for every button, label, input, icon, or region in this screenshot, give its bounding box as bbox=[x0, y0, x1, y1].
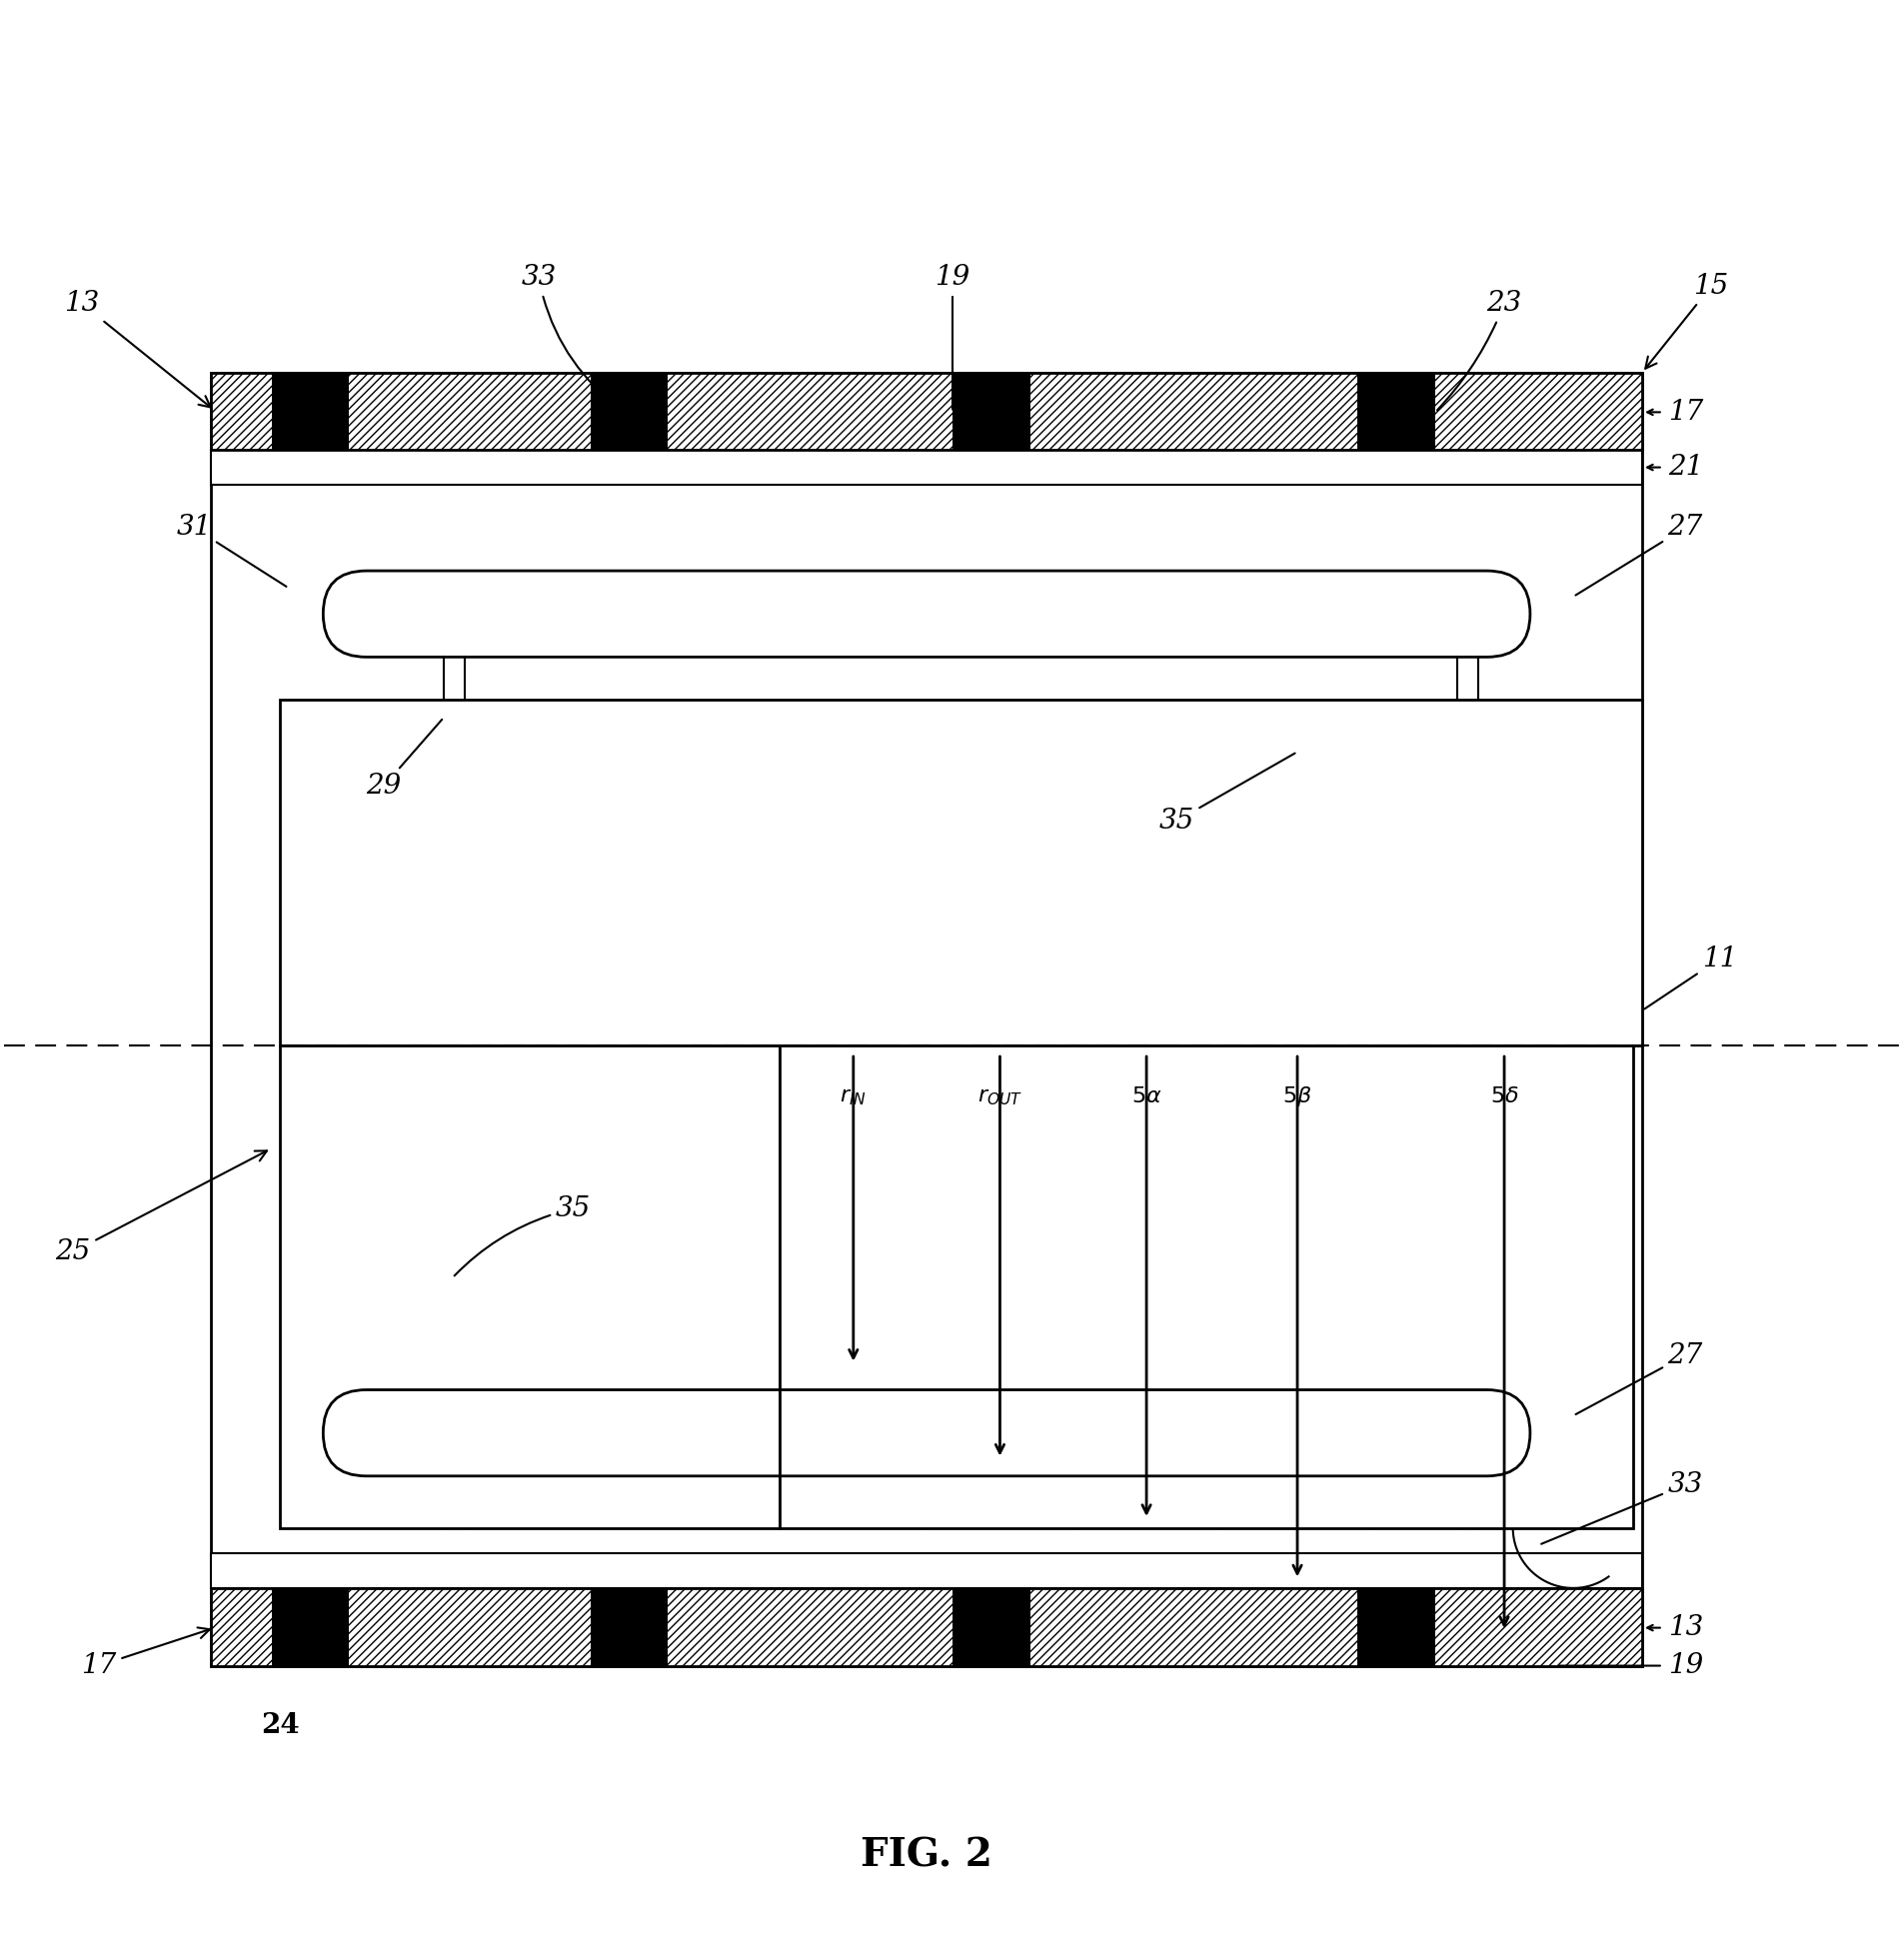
Text: 35: 35 bbox=[1158, 753, 1295, 834]
Bar bbox=[779, 1044, 1634, 1528]
Bar bbox=[211, 373, 1641, 451]
Bar bbox=[280, 701, 1641, 1044]
Text: 13: 13 bbox=[65, 291, 211, 408]
Text: 33: 33 bbox=[522, 264, 623, 410]
Text: 17: 17 bbox=[82, 1628, 209, 1679]
Bar bbox=[952, 1589, 1030, 1665]
Text: $r_{OUT}$: $r_{OUT}$ bbox=[977, 1085, 1022, 1107]
Bar bbox=[280, 1044, 779, 1528]
Bar bbox=[590, 373, 668, 451]
Text: $5\delta$: $5\delta$ bbox=[1489, 1085, 1517, 1107]
Text: $r_{IN}$: $r_{IN}$ bbox=[840, 1085, 866, 1107]
Text: 13: 13 bbox=[1668, 1614, 1702, 1642]
Bar bbox=[270, 1589, 348, 1665]
Bar bbox=[211, 373, 1641, 1665]
Bar bbox=[211, 451, 1641, 484]
Bar bbox=[590, 1589, 668, 1665]
Text: 17: 17 bbox=[1668, 398, 1702, 426]
Text: 33: 33 bbox=[1540, 1472, 1702, 1544]
Text: $5\beta$: $5\beta$ bbox=[1281, 1085, 1312, 1109]
Bar bbox=[211, 1589, 1641, 1665]
Text: 29: 29 bbox=[366, 720, 442, 800]
Text: 25: 25 bbox=[55, 1152, 267, 1265]
Bar bbox=[952, 373, 1030, 451]
Text: 23: 23 bbox=[1436, 291, 1521, 410]
Text: 19: 19 bbox=[935, 264, 969, 410]
Text: 15: 15 bbox=[1645, 273, 1727, 369]
Text: FIG. 2: FIG. 2 bbox=[861, 1837, 992, 1874]
Bar bbox=[270, 373, 348, 451]
Bar bbox=[211, 1554, 1641, 1589]
Text: 21: 21 bbox=[1668, 455, 1702, 480]
Text: 35: 35 bbox=[455, 1195, 590, 1277]
Text: 27: 27 bbox=[1575, 1341, 1702, 1415]
Text: 24: 24 bbox=[261, 1712, 299, 1739]
Bar bbox=[1358, 1589, 1434, 1665]
Text: 27: 27 bbox=[1575, 513, 1702, 595]
Text: 31: 31 bbox=[177, 513, 286, 586]
Text: $5\alpha$: $5\alpha$ bbox=[1131, 1085, 1161, 1107]
Text: 11: 11 bbox=[1643, 945, 1736, 1009]
Text: 19: 19 bbox=[1668, 1651, 1702, 1679]
Bar bbox=[1358, 373, 1434, 451]
